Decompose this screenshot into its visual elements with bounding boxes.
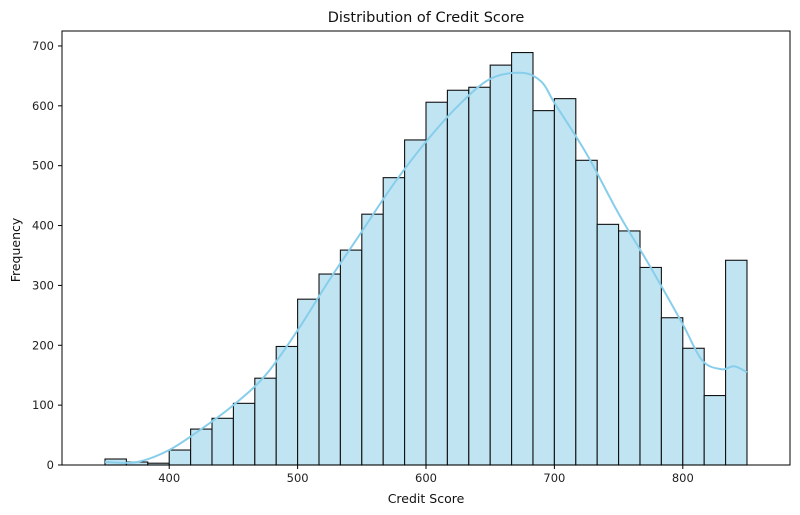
histogram-bar	[446, 89, 470, 466]
histogram-bar	[404, 139, 427, 466]
y-tick-label: 700	[32, 39, 54, 53]
histogram-bar	[489, 64, 513, 466]
x-tick-label: 500	[287, 471, 309, 485]
y-axis-title: Frequency	[8, 217, 23, 282]
x-axis-title: Credit Score	[388, 491, 465, 506]
histogram-bar	[318, 273, 341, 466]
histogram-bar	[618, 230, 641, 466]
histogram-bar	[275, 345, 299, 466]
y-tick-label: 300	[32, 278, 54, 292]
chart-title: Distribution of Credit Score	[328, 10, 525, 26]
y-tick-label: 200	[32, 338, 54, 352]
histogram-bar	[361, 213, 384, 466]
histogram-bar	[660, 317, 684, 466]
histogram-bar	[553, 98, 577, 466]
y-tick-label: 600	[32, 99, 54, 113]
kde-group	[104, 71, 748, 464]
x-tick-label: 400	[158, 471, 180, 485]
histogram-bar	[382, 177, 406, 466]
histogram-bar	[211, 417, 234, 466]
x-tick-label: 800	[672, 471, 694, 485]
histogram-bar	[232, 402, 256, 466]
histogram-bar	[703, 395, 727, 466]
x-tick-label: 600	[415, 471, 437, 485]
histogram-bar	[532, 110, 555, 466]
bars-group	[104, 52, 748, 466]
kde-line	[104, 71, 748, 464]
histogram-bar	[575, 159, 598, 466]
histogram-bar	[725, 259, 748, 466]
axes-group: 400 500 600 700 800 0 100 200 300 400 500 600 700	[32, 30, 791, 485]
x-tick-label: 700	[543, 471, 565, 485]
y-tick-label: 0	[47, 458, 54, 472]
histogram-bar	[511, 52, 534, 466]
histogram-bar	[425, 101, 448, 466]
histogram-bar	[339, 249, 363, 466]
y-tick-label: 400	[32, 219, 54, 233]
histogram-bar	[468, 86, 491, 466]
histogram-bar	[682, 347, 705, 466]
histogram-bar	[639, 266, 662, 466]
y-tick-label: 100	[32, 398, 54, 412]
histogram-bar	[254, 377, 277, 466]
y-tick-label: 500	[32, 159, 54, 173]
histogram-bar	[596, 223, 620, 466]
histogram-bar	[168, 449, 192, 466]
